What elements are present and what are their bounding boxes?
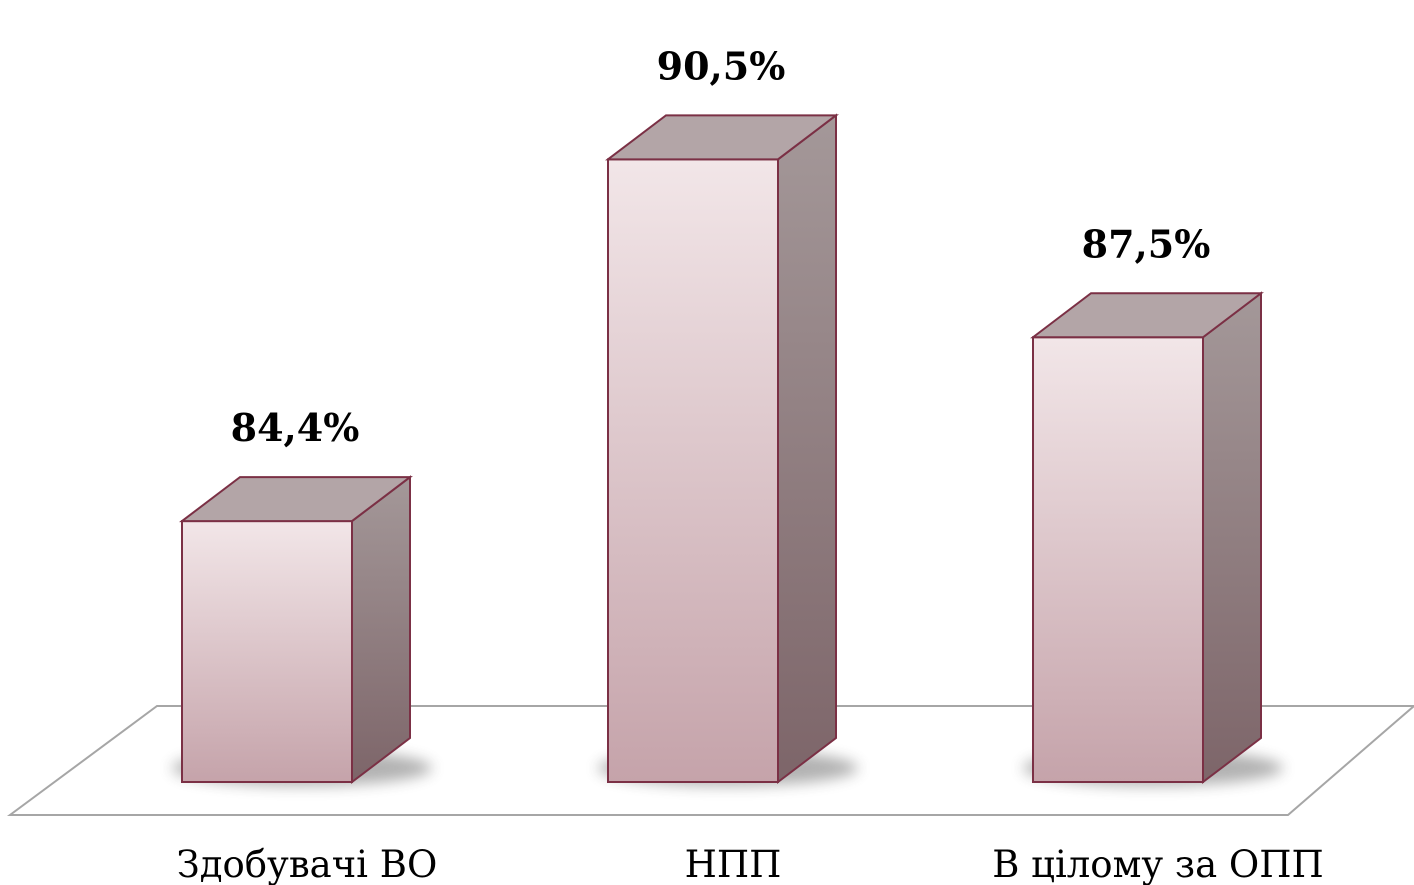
- category-label: НПП: [685, 843, 782, 885]
- bar-top-face: [179, 476, 413, 523]
- data-label: 87,5%: [1082, 221, 1211, 266]
- bar-front-face: [181, 520, 353, 784]
- category-label: В цілому за ОПП: [992, 843, 1324, 885]
- bar-side-face: [777, 113, 837, 785]
- data-label: 84,4%: [231, 405, 360, 450]
- floor-plane: [6, 705, 1414, 816]
- bar: [598, 113, 858, 786]
- category-label: Здобувачі ВО: [177, 843, 438, 885]
- data-label: 90,5%: [657, 43, 786, 88]
- bar: [172, 475, 432, 786]
- bar-side-face: [1202, 291, 1262, 785]
- bar-top-face: [1030, 292, 1264, 339]
- bar-front-face: [607, 158, 779, 784]
- bar-side-face: [351, 475, 411, 785]
- bar-front-face: [1032, 336, 1204, 783]
- bar: [1023, 291, 1283, 786]
- bar-top-face: [605, 114, 839, 161]
